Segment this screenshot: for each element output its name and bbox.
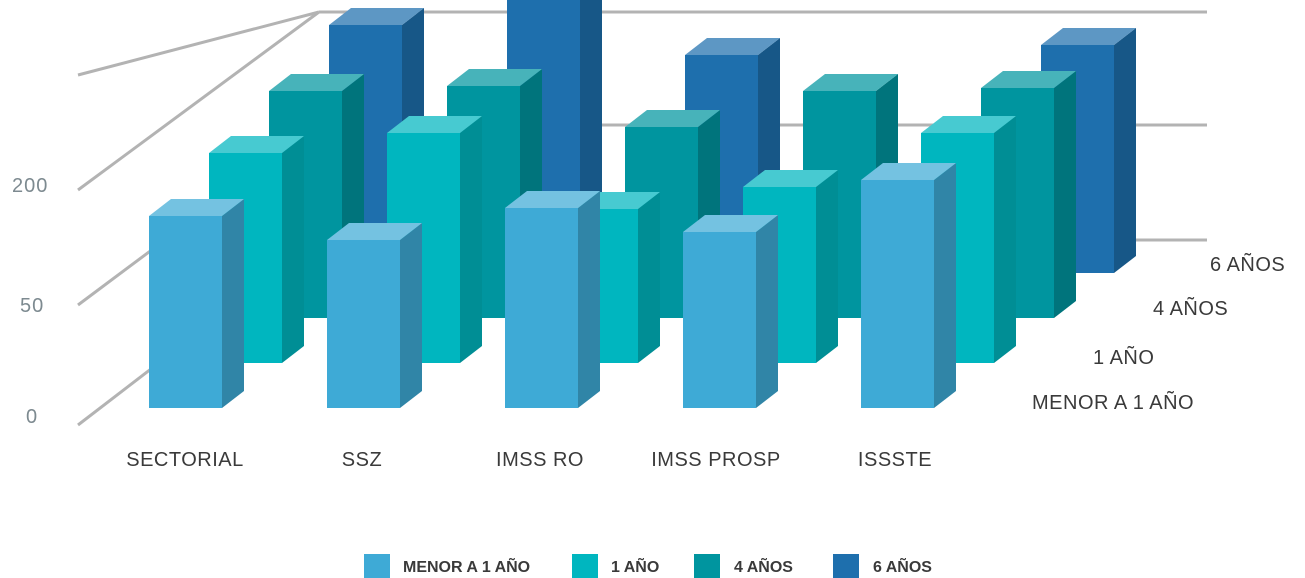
bar-side [578,191,600,408]
depth-axis-label: MENOR A 1 AÑO [1032,390,1194,414]
bar-front [149,216,222,408]
bar-top [921,116,1016,133]
bar-side [756,215,778,408]
gridline-side [77,10,320,192]
bar-side [638,192,660,363]
bar-side [1114,28,1136,273]
y-tick-label: 0 [26,406,38,428]
legend-label: MENOR A 1 AÑO [403,556,530,576]
bar-side [1054,71,1076,318]
category-label: SSZ [342,449,382,471]
bar-side [282,136,304,363]
bar-top [505,191,600,208]
bar [327,223,422,408]
bar-side [994,116,1016,363]
y-tick-label: 200 [12,175,48,197]
bar-side [934,163,956,408]
bar-front [683,232,756,408]
bars [149,0,1136,408]
bar [149,199,244,408]
bar-top [803,74,898,91]
bar-side [400,223,422,408]
bar-top [387,116,482,133]
bar-front [861,180,934,408]
bar-top [269,74,364,91]
bar [505,191,600,408]
legend-swatch [572,554,598,578]
bar-side [460,116,482,363]
bar-top [1041,28,1136,45]
bar-top [743,170,838,187]
bar [861,163,956,408]
bar-side [222,199,244,408]
bar-top [327,223,422,240]
bar-side [816,170,838,363]
bar-top [447,69,542,86]
category-label: IMSS PROSP [651,449,780,471]
legend-swatch [833,554,859,578]
bar-front [505,208,578,408]
y-tick-label: 50 [20,295,44,317]
bar-top [685,38,780,55]
bar-top [981,71,1076,88]
bar-top [329,8,424,25]
legend-label: 4 AÑOS [734,556,793,576]
bar-top [209,136,304,153]
legend-label: 1 AÑO [611,556,659,576]
bar [683,215,778,408]
bar-top [683,215,778,232]
category-label: IMSS RO [496,449,584,471]
depth-axis-label: 4 AÑOS [1153,296,1228,320]
labels: 0 50 200 SECTORIAL SSZ IMSS RO IMSS PROS… [12,175,1285,471]
depth-axis-label: 1 AÑO [1093,345,1154,369]
legend: MENOR A 1 AÑO 1 AÑO 4 AÑOS 6 AÑOS [364,554,932,578]
legend-swatch [364,554,390,578]
bar-top [625,110,720,127]
depth-axis-label: 6 AÑOS [1210,252,1285,276]
gridline-side [77,10,320,77]
category-label: SECTORIAL [126,449,244,471]
legend-swatch [694,554,720,578]
bar-top [861,163,956,180]
category-label: ISSSTE [858,449,932,471]
bar-front [327,240,400,408]
legend-label: 6 AÑOS [873,556,932,576]
bar-top [149,199,244,216]
